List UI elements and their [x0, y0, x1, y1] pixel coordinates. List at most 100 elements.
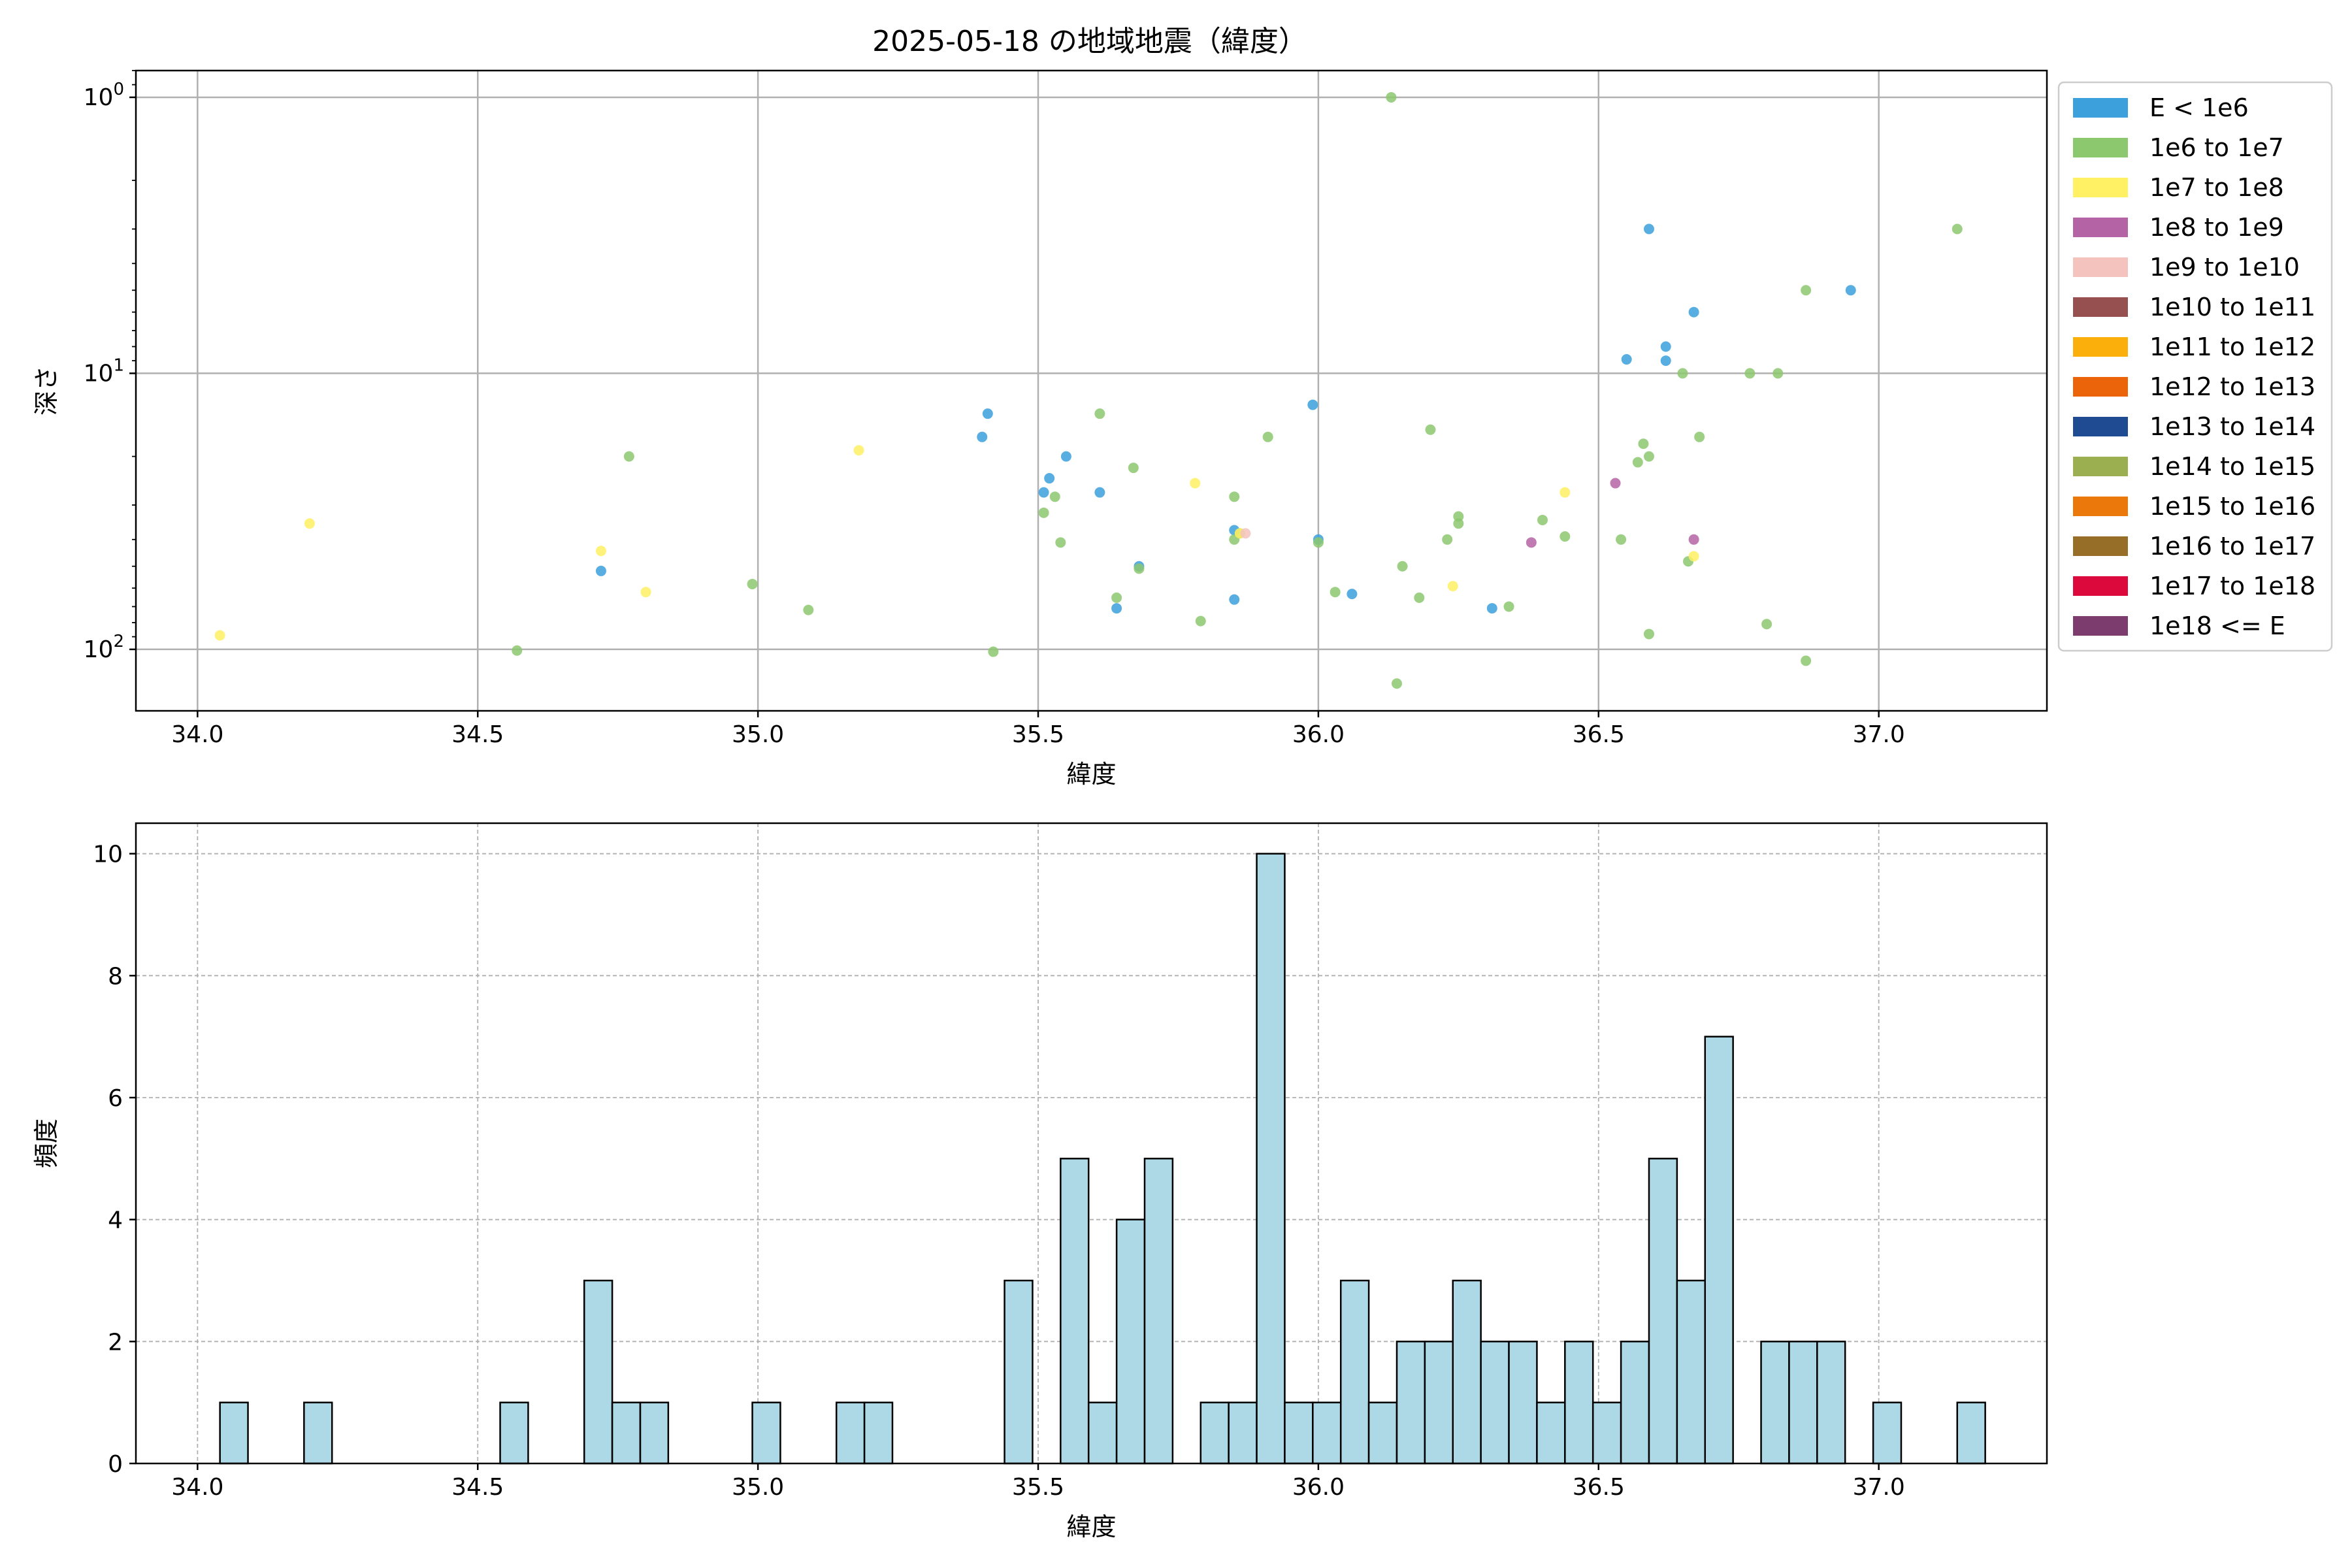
histogram-bar	[1256, 853, 1286, 1465]
histogram-bar	[1760, 1341, 1790, 1465]
scatter-y-tick-exponent: 1	[113, 355, 124, 375]
scatter-point	[803, 604, 814, 615]
legend-swatch	[2073, 417, 2128, 436]
scatter-y-tick-base: 10	[84, 84, 114, 111]
scatter-point	[1190, 478, 1201, 489]
scatter-point	[1694, 431, 1705, 442]
legend-label: 1e9 to 1e10	[2149, 253, 2300, 282]
legend-label: 1e14 to 1e15	[2149, 452, 2315, 481]
scatter-y-tick-exponent: 0	[113, 80, 124, 99]
scatter-point	[1055, 537, 1066, 548]
histogram-bar	[1704, 1036, 1734, 1465]
histogram-y-tick-label: 6	[108, 1085, 123, 1112]
legend-swatch	[2073, 576, 2128, 596]
histogram-bars	[219, 853, 1986, 1465]
legend-label: 1e18 <= E	[2149, 612, 2285, 640]
scatter-point	[1621, 354, 1632, 365]
legend-items: E < 1e6 1e6 to 1e7 1e7 to 1e8 1e8 to 1e9 1e9…	[2073, 93, 2315, 640]
scatter-point	[1610, 478, 1621, 489]
scatter-point	[1094, 408, 1105, 419]
histogram-x-tick-label: 37.0	[1853, 1474, 1905, 1501]
scatter-point	[1442, 534, 1453, 545]
histogram-y-tick-label: 0	[108, 1451, 123, 1478]
scatter-point	[1643, 451, 1654, 462]
legend-swatch	[2073, 178, 2128, 197]
histogram-bar	[1676, 1279, 1707, 1465]
scatter-point	[1845, 285, 1856, 296]
scatter-y-tick-base: 10	[84, 360, 114, 387]
histogram-x-axis-label: 緯度	[1066, 1512, 1116, 1541]
scatter-point	[1038, 507, 1049, 518]
histogram-bar	[1592, 1401, 1622, 1465]
scatter-point	[747, 578, 758, 589]
scatter-point	[1688, 306, 1699, 318]
scatter-y-axis-label: 深さ	[32, 366, 61, 416]
histogram-bar	[1312, 1401, 1342, 1465]
histogram-x-tick-label: 36.5	[1573, 1474, 1625, 1501]
legend-label: 1e11 to 1e12	[2149, 333, 2315, 361]
histogram-bar	[1872, 1401, 1903, 1465]
scatter-point	[1660, 341, 1671, 352]
scatter-x-axis-label: 緯度	[1066, 760, 1116, 789]
histogram-bar	[1339, 1279, 1370, 1465]
legend-label: E < 1e6	[2149, 93, 2249, 122]
scatter-point	[1240, 528, 1251, 539]
histogram-axes-frame	[135, 822, 2048, 1465]
scatter-point	[1425, 424, 1436, 435]
scatter-point	[1313, 537, 1324, 548]
legend-label: 1e7 to 1e8	[2149, 173, 2284, 202]
histogram-bar	[303, 1401, 333, 1465]
scatter-grid	[136, 71, 2047, 711]
scatter-point	[1229, 594, 1240, 605]
histogram-bar	[1004, 1279, 1034, 1465]
scatter-point	[640, 587, 651, 598]
scatter-point	[1677, 368, 1688, 379]
legend-swatch	[2073, 257, 2128, 277]
scatter-point	[1560, 487, 1571, 498]
scatter-point	[1560, 531, 1571, 542]
histogram-x-tick-label: 34.0	[171, 1474, 223, 1501]
histogram-bar	[1143, 1158, 1174, 1465]
histogram-y-tick-label: 2	[108, 1329, 123, 1356]
scatter-point	[1229, 491, 1240, 502]
legend-label: 1e8 to 1e9	[2149, 213, 2284, 242]
histogram-bar	[751, 1401, 781, 1465]
scatter-x-tick-label: 35.5	[1012, 721, 1064, 748]
histogram-bar	[1452, 1279, 1482, 1465]
histogram-bar	[583, 1279, 613, 1465]
scatter-x-tick-label: 35.0	[732, 721, 784, 748]
scatter-point	[1486, 603, 1497, 614]
histogram-bar	[835, 1401, 866, 1465]
scatter-point	[595, 546, 606, 557]
histogram-y-tick-label: 8	[108, 963, 123, 990]
scatter-x-tick-label: 36.0	[1292, 721, 1345, 748]
scatter-axes-frame	[135, 69, 2048, 712]
scatter-point	[1660, 355, 1671, 367]
scatter-point	[1391, 678, 1402, 689]
scatter-point	[988, 646, 999, 657]
scatter-point	[1447, 581, 1458, 592]
scatter-point	[1952, 223, 1963, 235]
legend-swatch	[2073, 536, 2128, 556]
scatter-point	[1537, 514, 1548, 525]
histogram-bar	[1060, 1158, 1090, 1465]
scatter-point	[1386, 91, 1397, 103]
histogram-bar	[1816, 1341, 1846, 1465]
histogram-x-tick-label: 35.5	[1012, 1474, 1064, 1501]
histogram-bar	[499, 1401, 529, 1465]
legend-swatch	[2073, 218, 2128, 237]
histogram-bar	[1536, 1401, 1566, 1465]
scatter-point	[982, 408, 993, 419]
scatter-point	[1638, 438, 1649, 449]
scatter-point	[1134, 563, 1145, 574]
histogram-bar	[1956, 1401, 1986, 1465]
scatter-point	[1453, 518, 1464, 529]
scatter-x-tick-label: 37.0	[1853, 721, 1905, 748]
scatter-point	[1347, 589, 1358, 600]
scatter-point	[1772, 368, 1784, 379]
scatter-y-tick-label: 101	[84, 355, 124, 387]
scatter-point	[1526, 537, 1537, 548]
scatter-point	[1111, 603, 1122, 614]
